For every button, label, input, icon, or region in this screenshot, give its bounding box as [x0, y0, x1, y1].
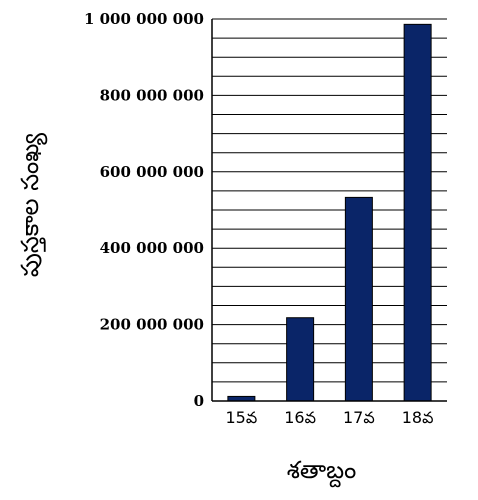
bar-2: [286, 317, 315, 402]
y-tick-label: 800 000 000: [100, 86, 204, 104]
y-tick-labels: 0 200 000 000 400 000 000 600 000 000 800 00…: [84, 10, 204, 410]
bar-3: [344, 196, 373, 402]
axes: [211, 19, 447, 402]
x-tick-label: 17వ: [343, 408, 375, 427]
x-tick-labels: 15వ 16వ 17వ 18వ: [226, 408, 434, 427]
y-tick-label: 0: [194, 392, 204, 410]
y-tick-label: 600 000 000: [100, 163, 204, 181]
y-axis-label: పుస్తకాల సంఖ్య: [16, 133, 48, 277]
y-tick-label: 200 000 000: [100, 316, 204, 334]
x-axis-label: శతాబ్దం: [287, 456, 357, 488]
y-tick-label: 400 000 000: [100, 239, 204, 257]
x-tick-label: 15వ: [226, 408, 258, 427]
bar-4: [403, 23, 432, 402]
bars: [227, 23, 432, 402]
x-tick-label: 16వ: [284, 408, 316, 427]
x-tick-label: 18వ: [402, 408, 434, 427]
y-tick-label: 1 000 000 000: [84, 10, 204, 28]
